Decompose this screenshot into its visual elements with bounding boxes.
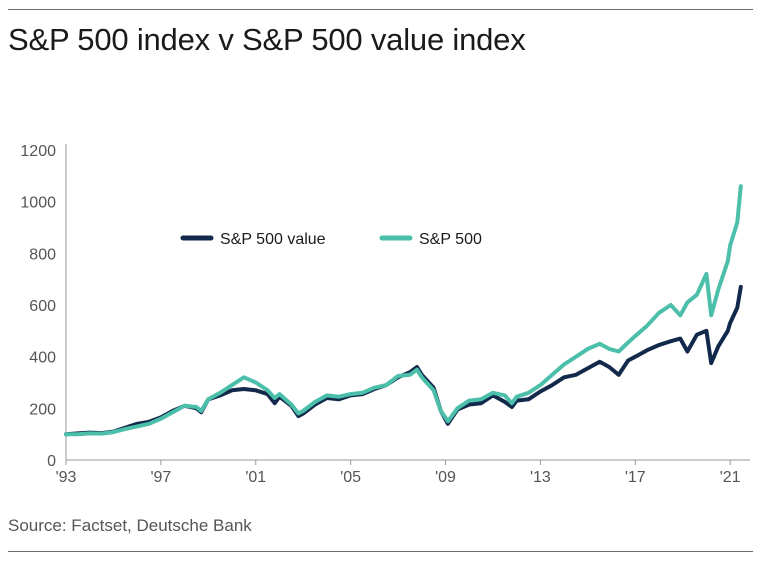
y-tick-label: 1000 — [20, 195, 56, 212]
x-tick-label: '05 — [340, 469, 361, 486]
y-tick-label: 400 — [29, 350, 56, 367]
axes — [65, 144, 750, 461]
series-line-sp500 — [64, 184, 743, 437]
x-tick-label: '09 — [435, 469, 456, 486]
x-tick-label: '13 — [530, 469, 551, 486]
source-note: Source: Factset, Deutsche Bank — [8, 516, 252, 535]
chart-title: S&P 500 index v S&P 500 value index — [8, 22, 526, 57]
bottom-rule — [8, 551, 753, 552]
x-tick-label: '01 — [245, 469, 266, 486]
y-tick-label: 200 — [29, 401, 56, 418]
x-axis-ticks: '93 '97 '01 '05 '09 '13 '17 '21 — [56, 460, 741, 486]
y-tick-label: 0 — [47, 453, 56, 470]
series-layer — [64, 184, 743, 437]
x-tick-label: '17 — [625, 469, 646, 486]
y-tick-label: 1200 — [20, 143, 56, 160]
x-tick-label: '97 — [150, 469, 171, 486]
legend: S&P 500 value S&P 500 — [180, 231, 482, 248]
legend-label: S&P 500 value — [220, 231, 326, 248]
legend-label: S&P 500 — [419, 231, 482, 248]
y-axis-ticks: 0 200 400 600 800 1000 1200 — [20, 143, 56, 470]
y-tick-label: 800 — [29, 246, 56, 263]
x-tick-label: '21 — [720, 469, 741, 486]
x-tick-label: '93 — [56, 469, 77, 486]
top-rule — [8, 9, 753, 10]
series-line-sp500-value — [64, 284, 743, 437]
y-tick-label: 600 — [29, 298, 56, 315]
